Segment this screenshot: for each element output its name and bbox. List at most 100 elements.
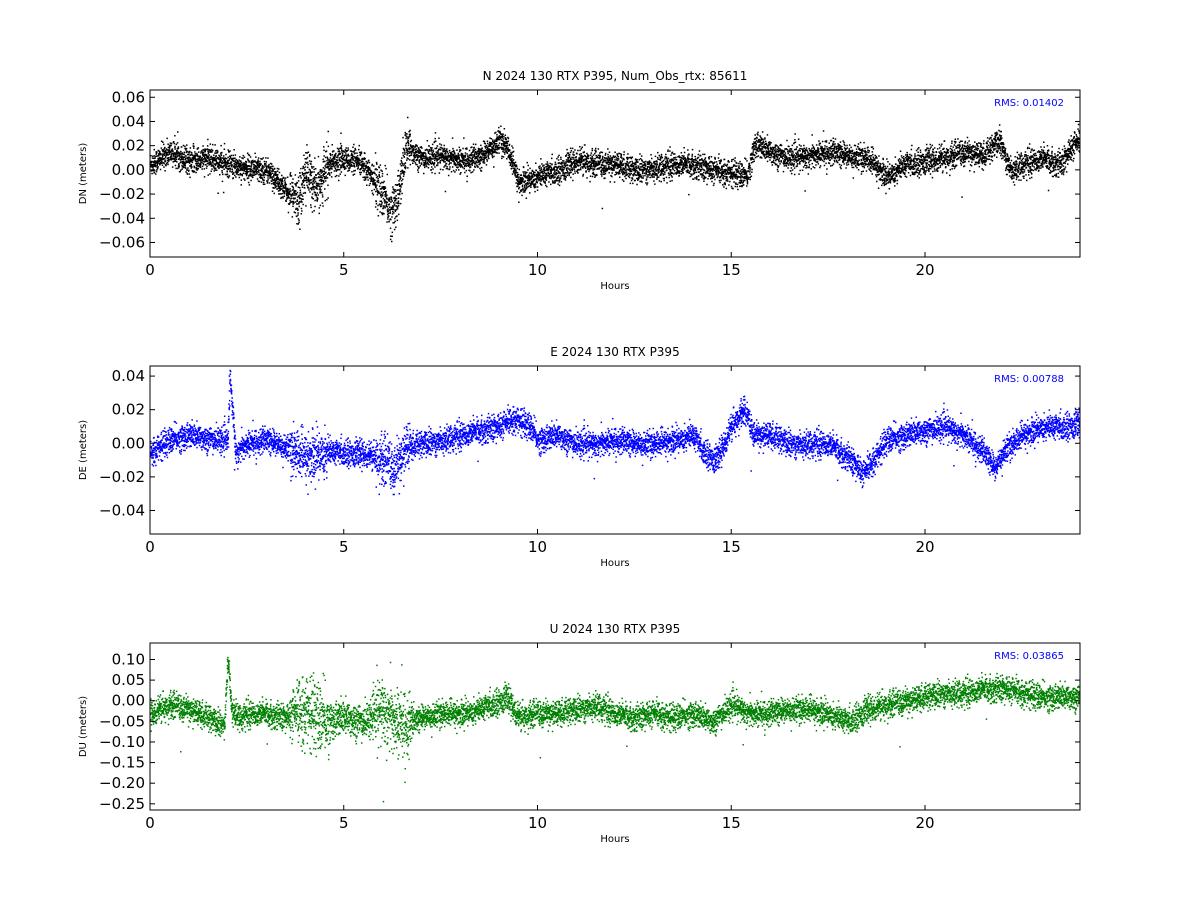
east-data-point — [478, 429, 481, 431]
east-data-point — [207, 437, 209, 440]
north-data-point — [265, 169, 268, 171]
north-plot-frame — [149, 89, 1081, 258]
east-data-point — [904, 434, 907, 436]
north-data-point — [505, 144, 508, 147]
east-data-point — [1040, 425, 1043, 428]
east-data-point — [877, 450, 880, 453]
up-data-point — [943, 691, 946, 694]
north-data-point — [962, 150, 965, 153]
up-data-point — [962, 691, 965, 694]
up-data-point — [652, 712, 655, 714]
north-data-point — [187, 159, 190, 161]
east-data-point — [226, 439, 229, 441]
north-data-point — [691, 163, 694, 165]
east-data-point — [730, 425, 733, 428]
east-data-point — [769, 434, 771, 436]
up-data-point — [866, 708, 868, 710]
east-data-point — [342, 450, 345, 453]
east-xtick-label: 20 — [915, 538, 934, 556]
up-data-point — [749, 712, 752, 714]
north-data-cloud — [150, 116, 1080, 243]
north-data-point — [614, 163, 616, 165]
east-data-point — [924, 429, 926, 431]
east-data-point — [788, 442, 791, 445]
east-data-point — [228, 375, 231, 377]
north-xtick-label: 20 — [915, 261, 934, 279]
up-xtick-label: 15 — [722, 814, 741, 832]
east-data-point — [1059, 425, 1062, 428]
north-data-point — [904, 163, 907, 165]
north-title: N 2024 130 RTX P395, Num_Obs_rtx: 85611 — [483, 69, 748, 83]
north-data-point — [575, 159, 578, 161]
east-xtick-label: 15 — [722, 538, 741, 556]
east-ytick-label: 0.04 — [112, 367, 145, 385]
up-data-point — [1001, 687, 1004, 690]
east-data-point — [168, 439, 171, 441]
north-xtick-label: 15 — [722, 261, 741, 279]
up-ytick-label: 0.05 — [112, 671, 145, 689]
up-data-point — [381, 708, 384, 710]
up-data-point — [226, 658, 229, 661]
east-data-point — [513, 417, 516, 419]
east-data-point — [827, 442, 829, 445]
north-data-point — [362, 163, 364, 165]
east-data-point — [362, 452, 364, 455]
up-data-point — [672, 716, 674, 719]
east-data-point — [393, 467, 395, 470]
north-xlabel: Hours — [600, 281, 629, 292]
north-data-point — [997, 138, 1000, 141]
east-data-point — [1021, 434, 1023, 436]
up-data-point — [187, 708, 190, 710]
east-panel: 0 5 10 15 20 −0.04 −0.02 0.00 0.02 0.04 E 2024 130… — [78, 345, 1081, 569]
north-ytick-label: 0.06 — [112, 88, 145, 106]
east-rms-annotation: RMS: 0.00788 — [994, 374, 1064, 385]
up-data-point — [505, 695, 508, 698]
up-data-point — [575, 708, 578, 710]
north-data-point — [982, 154, 984, 157]
north-data-point — [594, 163, 597, 165]
north-data-point — [315, 187, 318, 189]
east-data-point — [265, 439, 268, 441]
up-xtick-label: 5 — [339, 814, 349, 832]
up-data-point — [284, 716, 287, 719]
up-data-point — [1059, 695, 1062, 698]
up-data-point — [614, 712, 616, 714]
north-data-point — [1059, 163, 1062, 165]
up-xtick-label: 10 — [528, 814, 547, 832]
east-data-point — [691, 434, 694, 436]
east-ytick-label: 0.00 — [112, 434, 145, 452]
north-data-point — [1009, 169, 1012, 171]
east-data-point — [846, 455, 849, 458]
north-ylabel: DN (meters) — [78, 143, 89, 205]
east-xlabel: Hours — [600, 558, 629, 569]
up-data-point — [807, 708, 810, 710]
up-data-point — [517, 716, 519, 719]
up-data-point — [730, 704, 733, 706]
north-data-point — [381, 193, 384, 195]
east-data-point — [497, 425, 500, 428]
up-data-point — [536, 712, 539, 714]
up-rms-annotation: RMS: 0.03865 — [994, 651, 1064, 662]
north-ytick-label: −0.06 — [99, 233, 145, 251]
up-data-point — [404, 724, 407, 727]
north-data-point — [885, 175, 888, 177]
north-data-point — [404, 144, 407, 147]
east-data-point — [943, 425, 946, 428]
up-data-point — [1040, 695, 1043, 698]
north-data-point — [672, 163, 674, 165]
east-data-point — [556, 434, 558, 436]
north-data-point — [730, 171, 733, 174]
north-data-point — [866, 156, 868, 159]
north-rms-annotation: RMS: 0.01402 — [994, 98, 1064, 109]
north-data-point — [397, 193, 399, 195]
east-xtick-label: 0 — [145, 538, 155, 556]
east-data-point — [614, 439, 616, 441]
east-data-point — [439, 439, 442, 441]
up-data-point — [362, 720, 364, 723]
north-data-point — [288, 193, 291, 195]
east-data-point — [459, 434, 461, 436]
north-ytick-label: −0.04 — [99, 209, 145, 227]
north-data-point — [846, 154, 849, 157]
north-data-point — [1021, 163, 1023, 165]
